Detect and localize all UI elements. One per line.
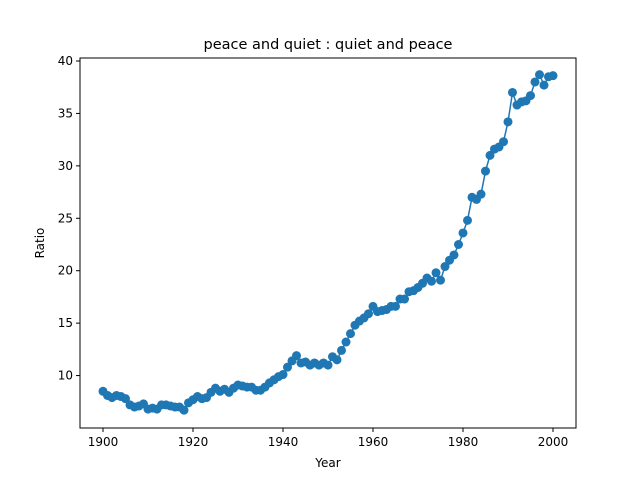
x-tick-label: 1900 <box>88 435 119 449</box>
data-point <box>278 370 288 380</box>
x-axis-label: Year <box>314 456 340 470</box>
x-tick-label: 1940 <box>268 435 299 449</box>
data-point <box>431 268 441 278</box>
data-point <box>341 337 351 347</box>
y-tick-label: 35 <box>58 106 73 120</box>
x-tick-label: 1920 <box>178 435 209 449</box>
chart-title: peace and quiet : quiet and peace <box>204 37 453 53</box>
data-point <box>539 80 549 90</box>
y-tick-label: 10 <box>58 369 73 383</box>
data-point <box>323 360 333 370</box>
data-point <box>179 405 189 415</box>
data-point <box>485 150 495 160</box>
y-tick-label: 20 <box>58 264 73 278</box>
data-point <box>526 91 535 101</box>
y-axis-label: Ratio <box>33 228 47 259</box>
data-point <box>476 189 486 199</box>
y-axis: 10 15 20 25 30 35 40 <box>58 54 80 383</box>
data-point <box>337 345 346 355</box>
data-point <box>463 215 472 225</box>
data-point <box>499 137 508 147</box>
series-line <box>102 73 554 411</box>
x-tick-label: 1960 <box>358 435 389 449</box>
data-point <box>391 301 400 311</box>
y-tick-label: 25 <box>58 211 73 225</box>
data-point <box>535 70 544 80</box>
data-point <box>400 294 409 304</box>
data-point <box>332 355 342 365</box>
data-point <box>283 362 292 372</box>
data-point <box>121 394 130 404</box>
data-point <box>548 71 558 81</box>
data-point <box>454 240 463 249</box>
x-tick-label: 1980 <box>448 435 479 449</box>
data-point <box>292 351 301 361</box>
data-point <box>436 275 445 285</box>
data-point <box>440 262 450 272</box>
data-point <box>346 329 355 339</box>
y-tick-label: 40 <box>58 54 73 68</box>
plot-area <box>98 70 558 415</box>
data-point <box>503 117 513 127</box>
data-point <box>458 228 468 238</box>
data-point <box>427 276 436 286</box>
x-tick-label: 2000 <box>538 435 569 449</box>
data-point <box>530 77 540 87</box>
data-point <box>508 87 517 97</box>
plot-frame <box>79 57 577 429</box>
y-tick-label: 30 <box>58 159 73 173</box>
x-axis: 1900 1920 1940 1960 1980 2000 <box>88 428 569 449</box>
data-point <box>481 166 490 176</box>
y-tick-label: 15 <box>58 316 73 330</box>
data-point <box>449 250 459 260</box>
data-point <box>364 309 373 319</box>
